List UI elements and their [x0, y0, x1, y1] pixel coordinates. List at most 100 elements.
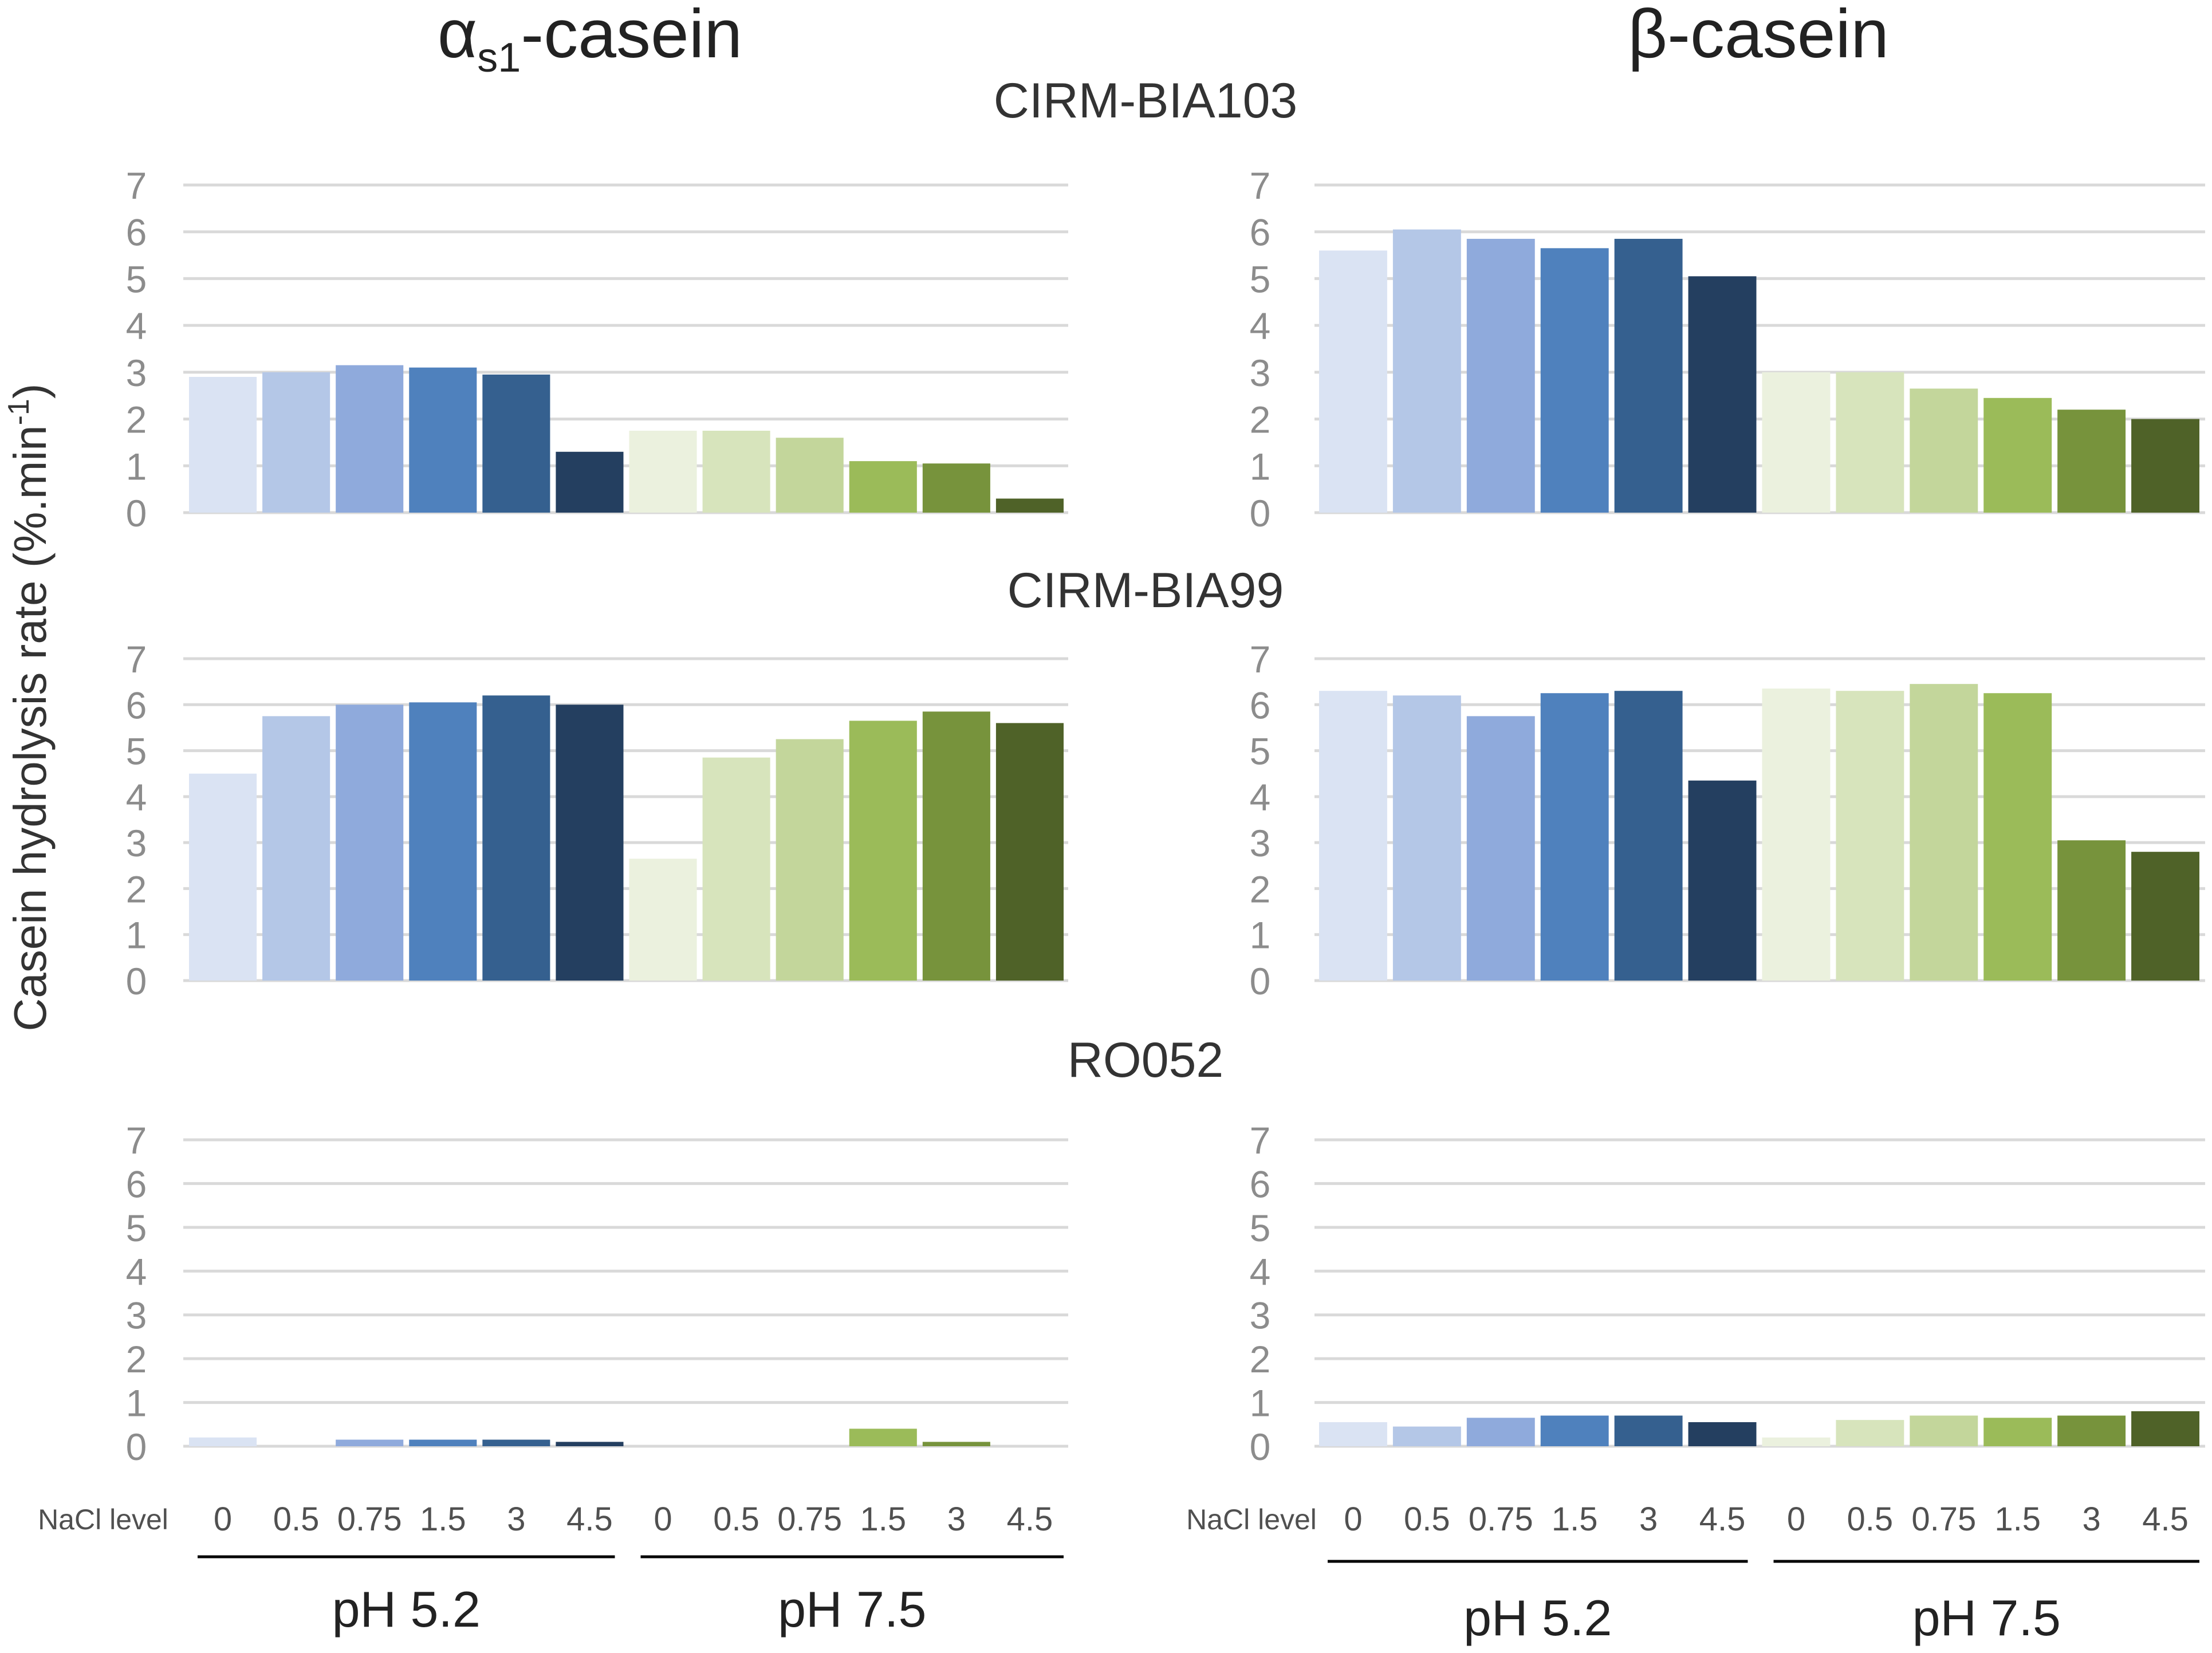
bar [1910, 1415, 1978, 1446]
x-category-label: 0.75 [1911, 1501, 1976, 1538]
bar [556, 705, 624, 981]
nacl-level-label: NaCl level [1186, 1504, 1317, 1536]
x-category-label: 1.5 [1994, 1501, 2041, 1538]
y-tick-label: 6 [126, 1163, 147, 1205]
x-category-label: 0.75 [337, 1501, 402, 1538]
y-tick-label: 1 [1250, 1382, 1271, 1424]
x-category-label: 3 [2082, 1501, 2100, 1538]
bar [1540, 248, 1609, 513]
y-tick-label: 2 [1250, 1338, 1271, 1380]
bar [336, 1439, 404, 1446]
y-tick-label: 6 [1250, 211, 1271, 254]
title-subscript: s1 [477, 35, 521, 81]
ph-group-label: pH 5.2 [332, 1581, 481, 1638]
y-tick-label: 1 [1250, 914, 1271, 957]
x-category-label: 0 [1344, 1501, 1362, 1538]
bar [1319, 1422, 1387, 1446]
bar [482, 695, 550, 981]
bar [1910, 388, 1978, 513]
y-tick-label: 4 [1250, 1250, 1271, 1293]
x-category-label: 0.75 [777, 1501, 842, 1538]
y-tick-label: 2 [126, 399, 147, 441]
y-tick-label: 2 [1250, 399, 1271, 441]
y-tick-label: 4 [126, 776, 147, 818]
y-tick-label: 6 [1250, 684, 1271, 726]
y-tick-label: 4 [1250, 305, 1271, 347]
y-tick-label: 0 [126, 960, 147, 1002]
bar [1540, 693, 1609, 981]
bar [1392, 229, 1461, 513]
bar [2057, 1415, 2126, 1446]
y-tick-label: 6 [1250, 1163, 1271, 1205]
bar [1910, 684, 1978, 981]
bar [262, 372, 330, 513]
bar [409, 1439, 477, 1446]
y-tick-label: 4 [126, 305, 147, 347]
bar [1836, 372, 1904, 513]
x-category-label: 4.5 [566, 1501, 613, 1538]
bar [849, 1428, 917, 1446]
y-tick-label: 7 [1250, 1119, 1271, 1162]
x-category-label: 0.75 [1469, 1501, 1533, 1538]
bar [2057, 840, 2126, 981]
bar [2131, 419, 2199, 513]
y-axis-label-close: ) [5, 383, 56, 399]
x-category-label: 0.5 [1404, 1501, 1450, 1538]
bar [1688, 780, 1757, 981]
strain-label-cirm-bia99: CIRM-BIA99 [1007, 563, 1284, 618]
bar [2131, 1411, 2199, 1446]
x-category-label: 0 [654, 1501, 672, 1538]
ph-group-label: pH 5.2 [1463, 1589, 1612, 1646]
bar [1688, 1422, 1757, 1446]
x-category-label: 0.5 [1847, 1501, 1894, 1538]
y-tick-label: 2 [126, 1338, 147, 1380]
bar [1392, 1426, 1461, 1446]
title-rest: -casein [521, 0, 742, 72]
bar [1762, 688, 1831, 981]
bar [1836, 691, 1904, 981]
bar [189, 773, 257, 981]
y-tick-label: 5 [126, 730, 147, 773]
bar [922, 711, 990, 981]
bar [1762, 372, 1831, 513]
bar [409, 367, 477, 513]
x-category-label: 0 [1787, 1501, 1805, 1538]
y-tick-label: 0 [126, 1426, 147, 1468]
bar [1983, 693, 2052, 981]
strain-label-ro052: RO052 [1068, 1033, 1224, 1088]
title-rest: -casein [1667, 0, 1889, 72]
chart-panels: 0123456701234567012345670123456701234567… [126, 164, 2205, 1468]
y-tick-label: 0 [1250, 1426, 1271, 1468]
y-axis-label-main: Casein hydrolysis rate (%.min [5, 425, 56, 1031]
bar [849, 721, 917, 981]
ph-group-label: pH 7.5 [778, 1581, 926, 1638]
bar [776, 739, 844, 981]
y-tick-label: 2 [126, 868, 147, 910]
y-tick-label: 5 [1250, 258, 1271, 300]
bar [2057, 410, 2126, 513]
bar [1614, 691, 1683, 981]
bar [1983, 1418, 2052, 1446]
x-category-label: 1.5 [860, 1501, 906, 1538]
bar [702, 431, 770, 513]
y-tick-label: 5 [1250, 1207, 1271, 1249]
y-tick-label: 4 [126, 1250, 147, 1293]
x-axis: NaCl level 0 0.5 0.75 1.5 3 4.5 pH 5.2 0 0.5 0.75 1… [38, 1501, 1064, 1638]
bar [1983, 397, 2052, 513]
y-tick-label: 5 [126, 258, 147, 300]
ph-group-label: pH 7.5 [1912, 1589, 2061, 1646]
y-tick-label: 1 [126, 1382, 147, 1424]
x-category-label: 4.5 [1699, 1501, 1746, 1538]
x-category-label: 4.5 [2142, 1501, 2189, 1538]
bar [336, 365, 404, 513]
bar [995, 723, 1064, 981]
y-tick-label: 7 [1250, 164, 1271, 207]
bar [1836, 1420, 1904, 1446]
y-tick-label: 1 [1250, 445, 1271, 487]
x-category-label: 1.5 [1552, 1501, 1598, 1538]
